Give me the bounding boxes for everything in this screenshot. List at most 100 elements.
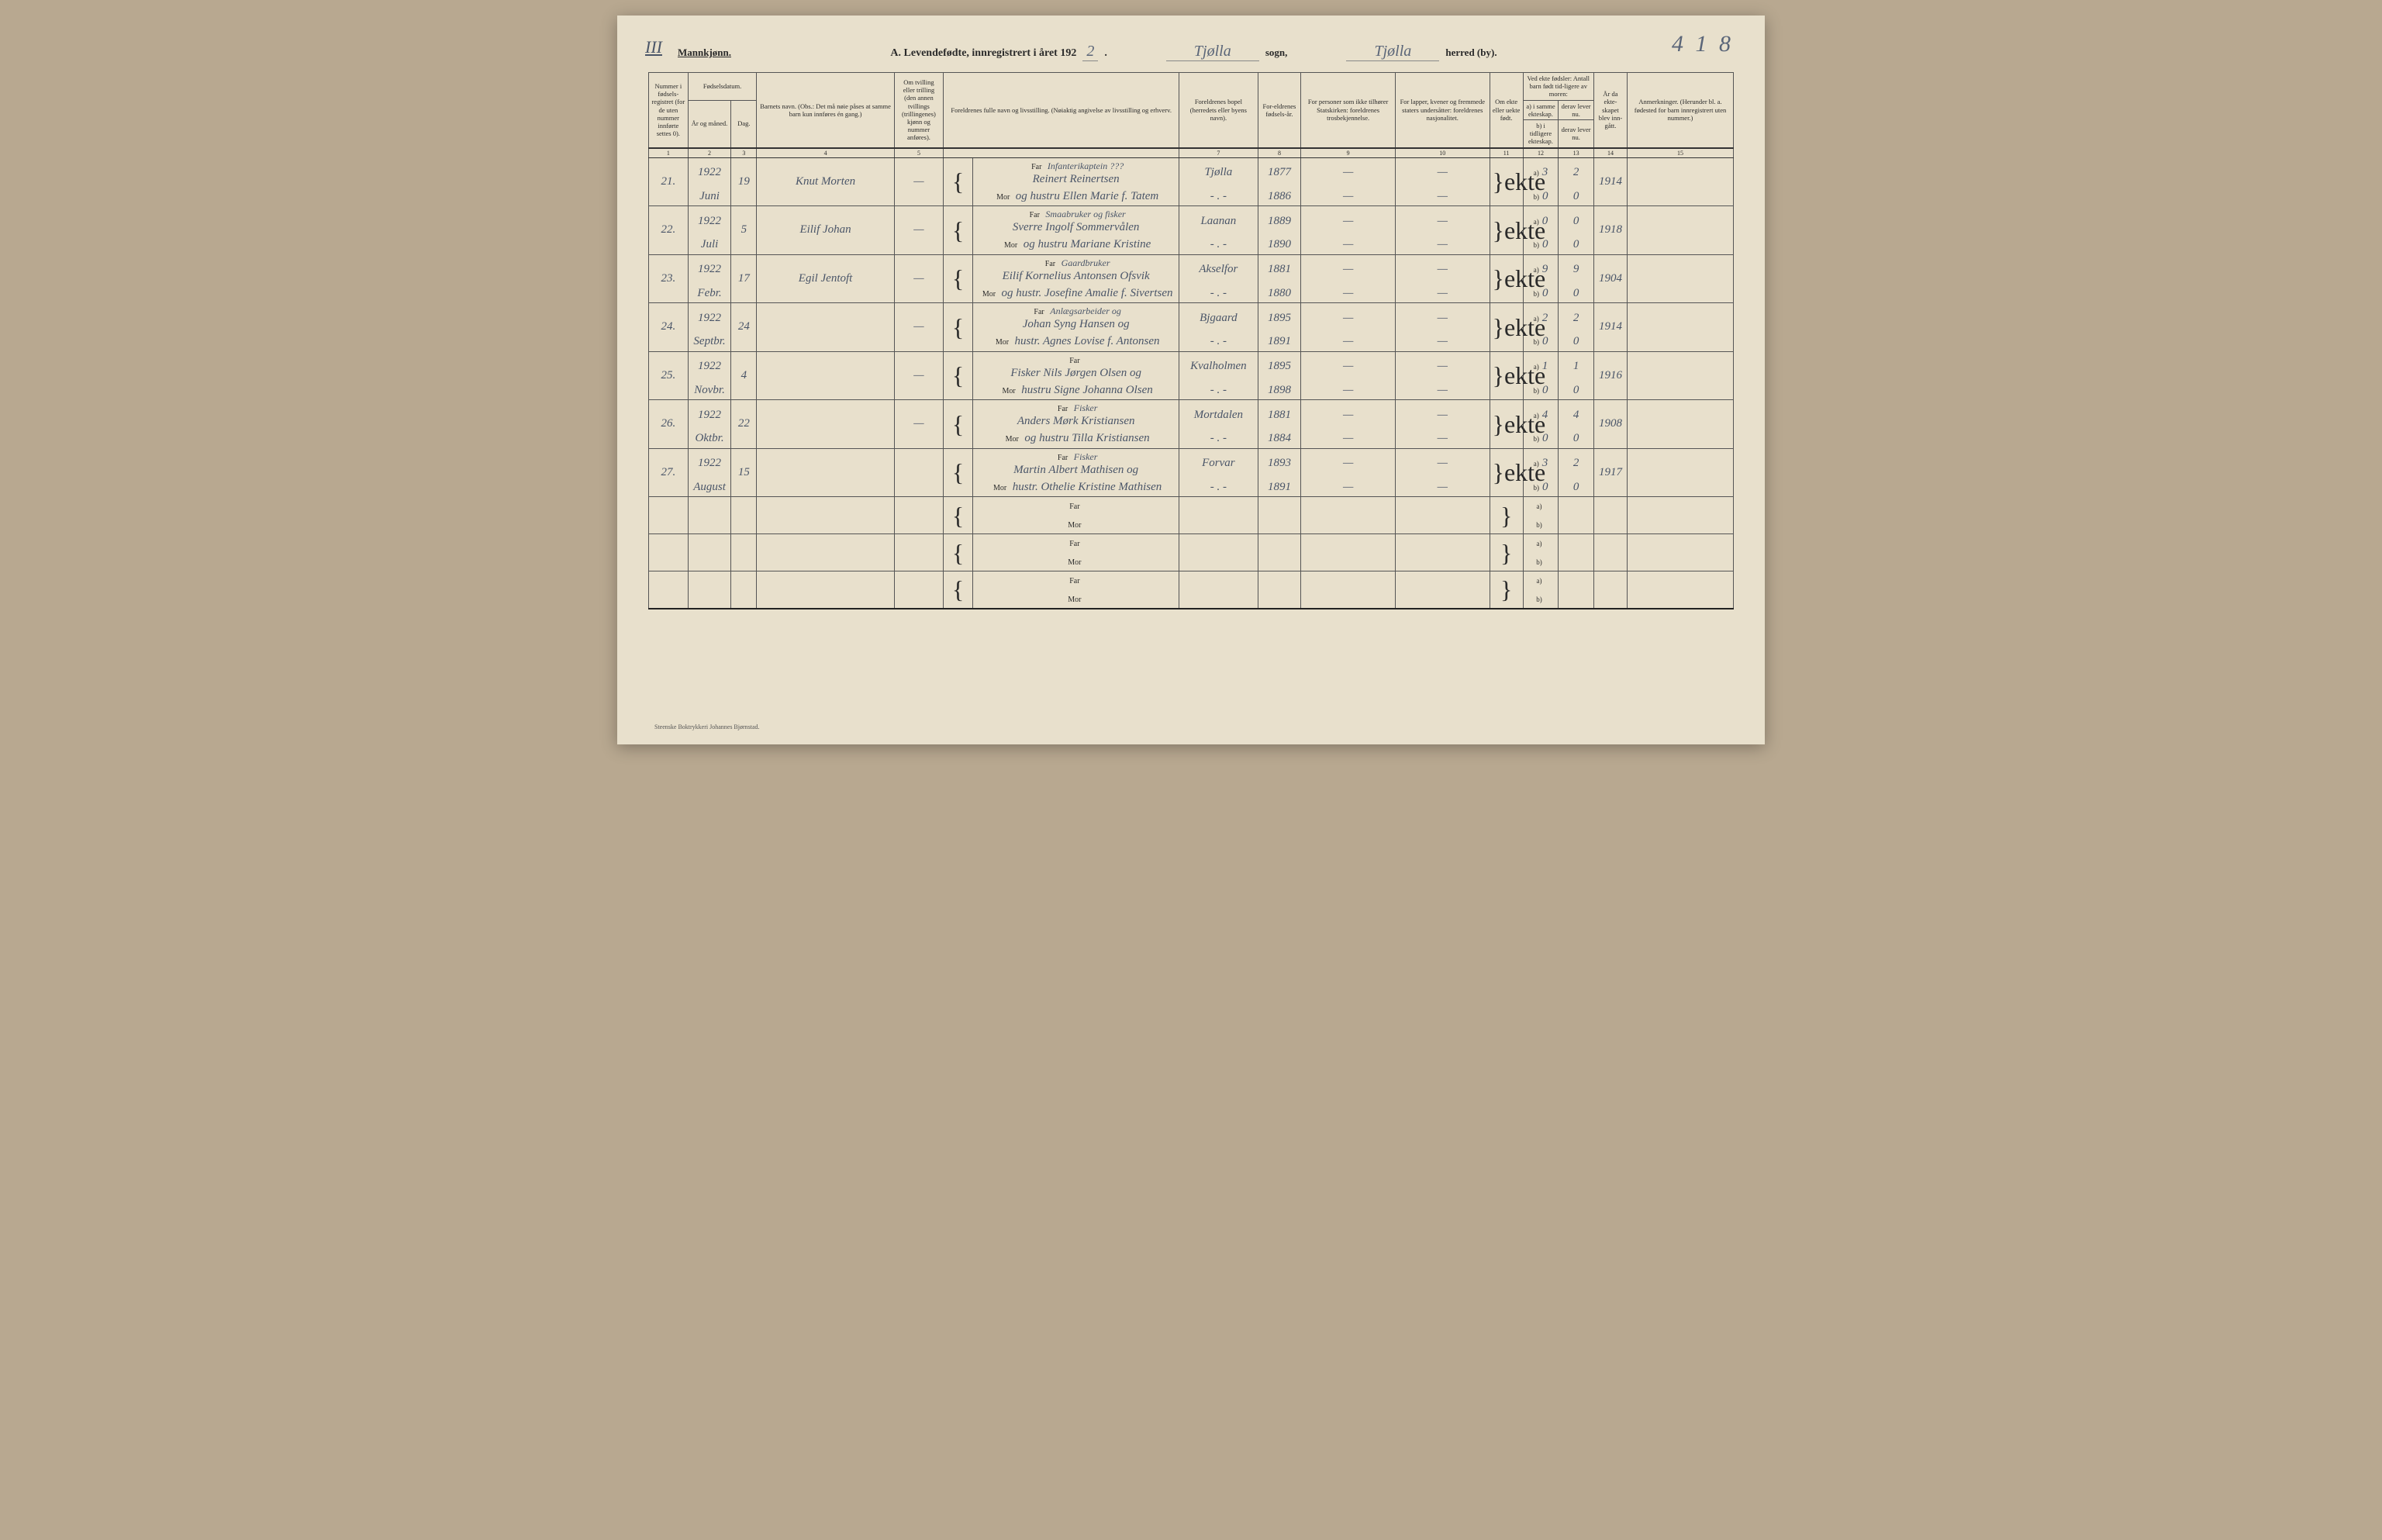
- twin-cell: [894, 571, 943, 609]
- c13b-cell: [1559, 516, 1594, 534]
- colnum: 1: [649, 148, 689, 158]
- brace-icon: }ekte: [1490, 400, 1523, 449]
- entry-number: [649, 534, 689, 571]
- c9-cell: —: [1301, 400, 1396, 430]
- col-header-4: Barnets navn. (Obs.: Det må nøie påses a…: [757, 73, 894, 148]
- child-name: [757, 497, 894, 534]
- table-row: 23.192217Egil Jentoft—{Far GaardbrukerEi…: [649, 254, 1734, 285]
- col-header-12a: a) i samme ekteskap.: [1523, 100, 1559, 119]
- father-place: Kvalholmen: [1179, 351, 1258, 382]
- twin-cell: —: [894, 400, 943, 449]
- mother-place: [1179, 553, 1258, 571]
- note-cell: [1627, 157, 1733, 206]
- col-header-1: Nummer i fødsels-registret (for de uten …: [649, 73, 689, 148]
- mother-place: - . -: [1179, 285, 1258, 303]
- entry-number: [649, 571, 689, 609]
- entry-number: 25.: [649, 351, 689, 400]
- col-header-2b: Dag.: [731, 100, 757, 147]
- brace-icon: }: [1490, 571, 1523, 609]
- mother-cell: Mor og hustru Ellen Marie f. Tatem: [973, 188, 1179, 206]
- child-name: Eilif Johan: [757, 206, 894, 255]
- brace-icon: {: [944, 254, 973, 303]
- brace-icon: }: [1490, 497, 1523, 534]
- marriage-year: 1904: [1593, 254, 1627, 303]
- mother-born: [1258, 516, 1301, 534]
- note-cell: [1627, 534, 1733, 571]
- birth-month: Oktbr.: [688, 430, 731, 448]
- mother-born: 1898: [1258, 382, 1301, 400]
- colnum: 3: [731, 148, 757, 158]
- title-section: A. Levendefødte, innregistrert i året 19…: [747, 43, 1641, 61]
- c13b-cell: [1559, 590, 1594, 609]
- child-name: [757, 534, 894, 571]
- child-name: [757, 303, 894, 352]
- col-header-10: For lapper, kvener og fremmede staters u…: [1395, 73, 1490, 148]
- birth-year: [688, 534, 731, 553]
- col-header-15: Anmerkninger. (Herunder bl. a. fødested …: [1627, 73, 1733, 148]
- birth-month: Novbr.: [688, 382, 731, 400]
- mother-born: 1880: [1258, 285, 1301, 303]
- register-table: Nummer i fødsels-registret (for de uten …: [648, 72, 1734, 609]
- mother-place: - . -: [1179, 236, 1258, 254]
- mother-cell: Mor hustr. Othelie Kristine Mathisen: [973, 478, 1179, 497]
- c9-cell: —: [1301, 333, 1396, 351]
- c9-cell: [1301, 497, 1396, 516]
- father-cell: Far Smaabruker og fiskerSverre Ingolf So…: [973, 206, 1179, 237]
- birth-month: August: [688, 478, 731, 497]
- c10-cell: —: [1395, 448, 1490, 478]
- c12b-cell: b): [1523, 590, 1559, 609]
- table-body: 21.192219Knut Morten—{Far Infanterikapte…: [649, 157, 1734, 609]
- col-header-5: Om tvilling eller trilling (den annen tv…: [894, 73, 943, 148]
- mother-born: [1258, 590, 1301, 609]
- mother-place: - . -: [1179, 478, 1258, 497]
- mother-cell: Mor og hustru Mariane Kristine: [973, 236, 1179, 254]
- brace-icon: }ekte: [1490, 206, 1523, 255]
- twin-cell: —: [894, 157, 943, 206]
- child-name: Knut Morten: [757, 157, 894, 206]
- col-header-8: For-eldrenes fødsels-år.: [1258, 73, 1301, 148]
- col-header-2-top: Fødselsdatum.: [688, 73, 757, 101]
- c10-cell: —: [1395, 333, 1490, 351]
- colnum: 7: [1179, 148, 1258, 158]
- table-row: 21.192219Knut Morten—{Far Infanterikapte…: [649, 157, 1734, 188]
- c9-cell: —: [1301, 254, 1396, 285]
- c9-cell: —: [1301, 188, 1396, 206]
- entry-number: 21.: [649, 157, 689, 206]
- gender-label: Mannkjønn.: [678, 47, 731, 59]
- note-cell: [1627, 497, 1733, 534]
- c12b-cell: b): [1523, 553, 1559, 571]
- father-place: Bjgaard: [1179, 303, 1258, 333]
- colnum: 5: [894, 148, 943, 158]
- brace-icon: }ekte: [1490, 254, 1523, 303]
- sogn-value: Tjølla: [1166, 43, 1259, 61]
- birth-year: [688, 497, 731, 516]
- father-place: Mortdalen: [1179, 400, 1258, 430]
- birth-year: 1922: [688, 448, 731, 478]
- colnum: 13: [1559, 148, 1594, 158]
- footer-credit: Steenske Boktrykkeri Johannes Bjørnstad.: [654, 723, 760, 730]
- c10-cell: [1395, 497, 1490, 516]
- marriage-year: 1918: [1593, 206, 1627, 255]
- note-cell: [1627, 206, 1733, 255]
- table-header: Nummer i fødsels-registret (for de uten …: [649, 73, 1734, 158]
- colnum: 15: [1627, 148, 1733, 158]
- mother-cell: Mor: [973, 590, 1179, 609]
- father-cell: Far FiskerAnders Mørk Kristiansen: [973, 400, 1179, 430]
- birth-year: 1922: [688, 206, 731, 237]
- c10-cell: —: [1395, 430, 1490, 448]
- c13a-cell: [1559, 571, 1594, 590]
- c9-cell: —: [1301, 478, 1396, 497]
- father-born: 1881: [1258, 400, 1301, 430]
- table-row: {Far }a): [649, 497, 1734, 516]
- c9-cell: —: [1301, 382, 1396, 400]
- birth-year: 1922: [688, 157, 731, 188]
- mother-born: 1890: [1258, 236, 1301, 254]
- brace-icon: {: [944, 400, 973, 449]
- brace-icon: }ekte: [1490, 351, 1523, 400]
- c13a-cell: [1559, 534, 1594, 553]
- mother-cell: Mor og hustr. Josefine Amalie f. Siverts…: [973, 285, 1179, 303]
- col-header-12-top: Ved ekte fødsler: Antall barn født tid-l…: [1523, 73, 1593, 101]
- birth-day: 5: [731, 206, 757, 255]
- year-suffix: 2: [1082, 43, 1098, 61]
- father-born: 1889: [1258, 206, 1301, 237]
